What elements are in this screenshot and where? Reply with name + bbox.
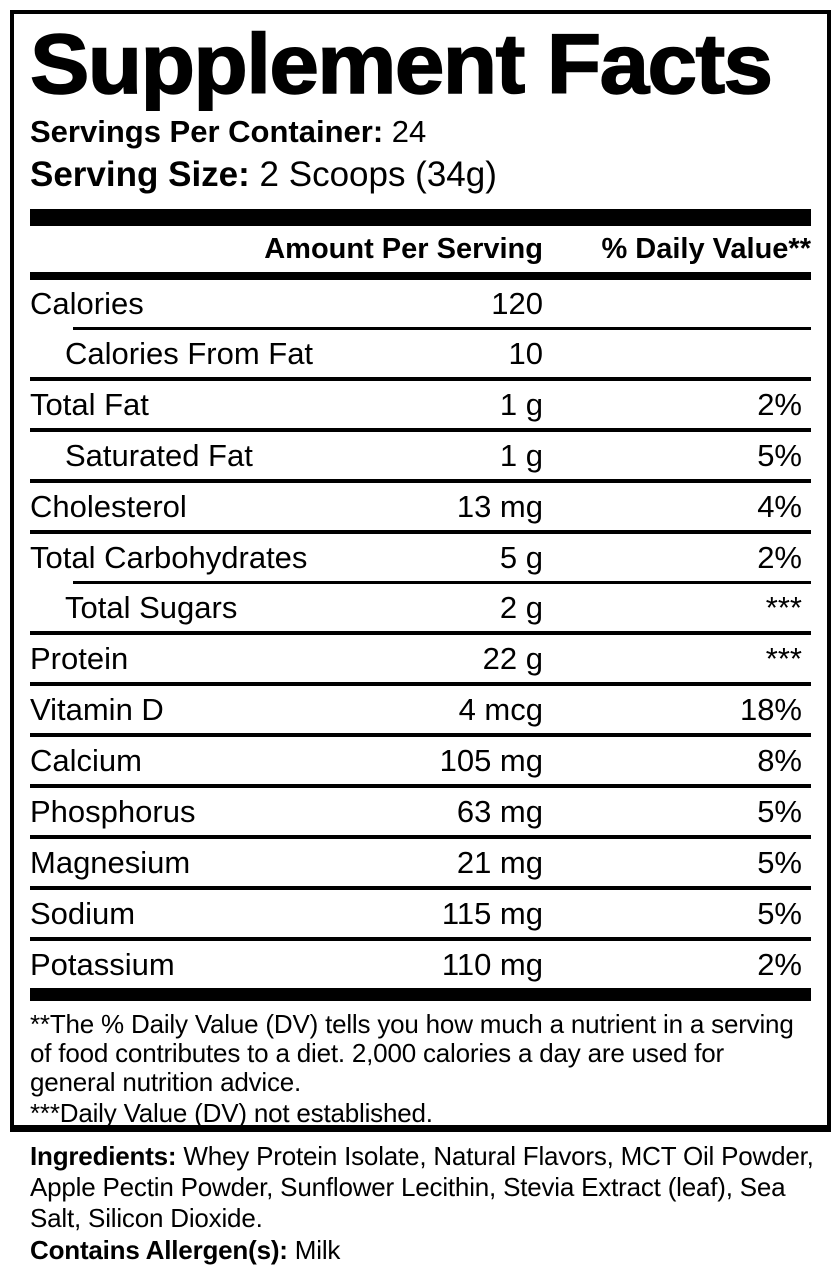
nutrient-name: Calories From Fat <box>65 335 314 371</box>
row-separator <box>30 479 811 483</box>
ingredients-section: Ingredients: Whey Protein Isolate, Natur… <box>30 1141 818 1266</box>
nutrient-amount: 4 mcg <box>458 691 543 727</box>
nutrient-name: Saturated Fat <box>65 437 253 473</box>
nutrient-row: Calories From Fat 10 <box>30 330 811 377</box>
nutrient-name: Phosphorus <box>30 793 196 829</box>
serving-size-label: Serving Size: <box>30 155 250 194</box>
nutrient-row: Phosphorus 63 mg 5% <box>30 788 811 835</box>
nutrient-amount: 120 <box>491 285 543 321</box>
amount-column-header: Amount Per Serving <box>264 232 543 265</box>
nutrient-row: Magnesium 21 mg 5% <box>30 839 811 886</box>
nutrient-daily-value: 5% <box>757 844 802 880</box>
row-separator <box>30 886 811 890</box>
nutrient-name: Calcium <box>30 742 142 778</box>
divider-bar-bottom <box>30 988 811 1001</box>
nutrient-daily-value: 5% <box>757 895 802 931</box>
nutrient-name: Total Sugars <box>65 589 238 625</box>
nutrient-name: Total Fat <box>30 386 149 422</box>
row-separator <box>73 327 811 330</box>
nutrient-amount: 110 mg <box>441 946 543 982</box>
nutrient-daily-value: 2% <box>757 946 802 982</box>
nutrient-amount: 10 <box>508 335 543 371</box>
nutrient-row: Potassium 110 mg 2% <box>30 941 811 988</box>
nutrient-row: Total Sugars 2 g *** <box>30 584 811 631</box>
nutrient-name: Potassium <box>30 946 175 982</box>
nutrient-amount: 63 mg <box>456 793 543 829</box>
servings-per-container-value: 24 <box>391 114 427 149</box>
row-separator <box>30 631 811 635</box>
servings-per-container-label: Servings Per Container: <box>30 114 384 149</box>
nutrient-name: Vitamin D <box>30 691 164 727</box>
nutrient-row: Sodium 115 mg 5% <box>30 890 811 937</box>
nutrient-daily-value: 18% <box>739 691 802 727</box>
nutrient-daily-value: 4% <box>757 488 802 524</box>
nutrient-daily-value: *** <box>765 589 802 625</box>
row-separator <box>30 835 811 839</box>
nutrient-rows: Calories 120 Calories From Fat 10 Total … <box>30 280 811 988</box>
nutrient-amount: 105 mg <box>439 742 543 778</box>
panel-title: Supplement Facts <box>29 17 774 111</box>
nutrient-daily-value: 8% <box>757 742 802 778</box>
ingredients-list: Whey Protein Isolate, Natural Flavors, M… <box>30 1141 814 1233</box>
nutrient-daily-value: 5% <box>757 793 802 829</box>
nutrient-amount: 1 g <box>499 386 543 422</box>
nutrient-amount: 2 g <box>499 589 543 625</box>
nutrient-daily-value: 5% <box>757 437 802 473</box>
nutrient-amount: 22 g <box>482 640 543 676</box>
row-separator <box>30 682 811 686</box>
row-separator <box>30 937 811 941</box>
allergen-value: Milk <box>294 1235 341 1265</box>
supplement-facts-panel: Supplement Facts Servings Per Container:… <box>10 10 831 1132</box>
not-established-footnote: ***Daily Value (DV) not established. <box>30 1098 433 1128</box>
nutrient-row: Cholesterol 13 mg 4% <box>30 483 811 530</box>
dv-footnote: **The % Daily Value (DV) tells you how m… <box>30 1009 794 1097</box>
serving-size: Serving Size: 2 Scoops (34g) <box>30 155 811 195</box>
row-separator <box>30 377 811 381</box>
daily-value-column-header: % Daily Value** <box>601 232 811 265</box>
servings-per-container: Servings Per Container: 24 <box>30 114 811 150</box>
divider-bar-top <box>30 209 811 226</box>
ingredients-line: Ingredients: Whey Protein Isolate, Natur… <box>30 1141 818 1234</box>
nutrient-name: Sodium <box>30 895 136 931</box>
nutrient-name: Calories <box>30 285 144 321</box>
serving-size-value: 2 Scoops (34g) <box>259 155 497 194</box>
nutrient-amount: 115 mg <box>441 895 543 931</box>
row-separator <box>30 428 811 432</box>
nutrient-daily-value: *** <box>765 640 802 676</box>
nutrient-amount: 5 g <box>499 539 543 575</box>
nutrient-row: Calcium 105 mg 8% <box>30 737 811 784</box>
nutrient-amount: 1 g <box>499 437 543 473</box>
nutrient-name: Protein <box>30 640 129 676</box>
row-separator <box>30 784 811 788</box>
nutrient-amount: 21 mg <box>456 844 543 880</box>
header-underline-bar <box>30 272 811 280</box>
footnotes: **The % Daily Value (DV) tells you how m… <box>30 1009 811 1128</box>
nutrient-row: Vitamin D 4 mcg 18% <box>30 686 811 733</box>
row-separator <box>30 733 811 737</box>
nutrient-row: Protein 22 g *** <box>30 635 811 682</box>
allergen-line: Contains Allergen(s): Milk <box>30 1235 818 1266</box>
nutrient-name: Cholesterol <box>30 488 187 524</box>
column-header-row: Amount Per Serving % Daily Value** <box>30 226 811 272</box>
nutrient-name: Total Carbohydrates <box>30 539 308 575</box>
allergen-label: Contains Allergen(s): <box>30 1235 288 1265</box>
nutrient-amount: 13 mg <box>456 488 543 524</box>
ingredients-label: Ingredients: <box>30 1141 177 1171</box>
nutrient-name: Magnesium <box>30 844 191 880</box>
row-separator <box>73 581 811 584</box>
nutrient-daily-value: 2% <box>757 386 802 422</box>
nutrient-daily-value: 2% <box>757 539 802 575</box>
nutrient-row: Saturated Fat 1 g 5% <box>30 432 811 479</box>
nutrient-row: Total Fat 1 g 2% <box>30 381 811 428</box>
row-separator <box>30 530 811 534</box>
nutrient-row: Total Carbohydrates 5 g 2% <box>30 534 811 581</box>
nutrient-row: Calories 120 <box>30 280 811 327</box>
